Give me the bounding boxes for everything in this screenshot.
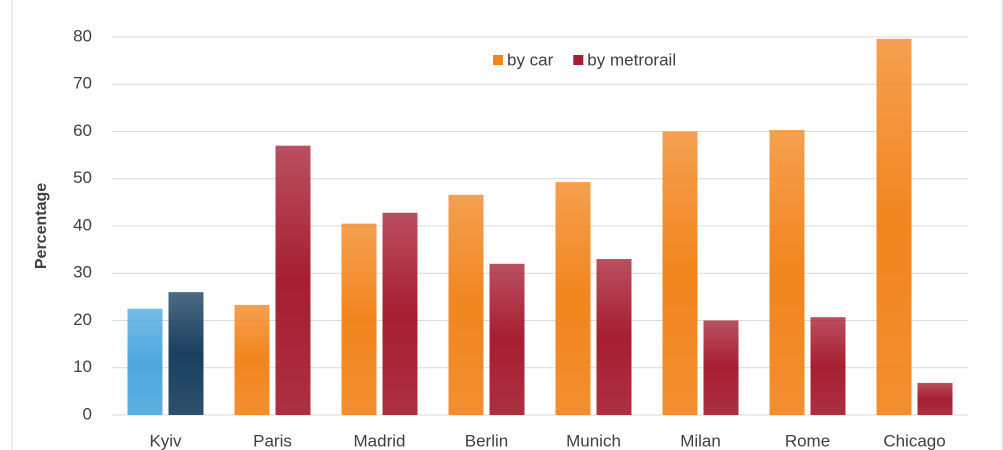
bar bbox=[489, 263, 525, 415]
legend-swatch bbox=[493, 55, 503, 65]
x-tick-label: Milan bbox=[680, 431, 721, 450]
y-tick-label: 10 bbox=[73, 357, 92, 376]
y-tick-label: 20 bbox=[73, 310, 92, 329]
x-tick-label: Paris bbox=[253, 431, 292, 450]
x-tick-label: Madrid bbox=[354, 431, 406, 450]
bar bbox=[662, 131, 698, 415]
y-tick-label: 80 bbox=[73, 26, 92, 45]
x-tick-label: Chicago bbox=[883, 431, 945, 450]
x-tick-label: Berlin bbox=[465, 431, 508, 450]
bar bbox=[810, 317, 846, 415]
y-tick-label: 40 bbox=[73, 215, 92, 234]
bar bbox=[341, 223, 377, 415]
legend-label: by car bbox=[507, 50, 554, 69]
bar bbox=[555, 182, 591, 415]
legend-swatch bbox=[573, 55, 584, 65]
y-tick-label: 70 bbox=[73, 74, 92, 93]
chart-frame bbox=[11, 0, 1003, 450]
y-tick-label: 50 bbox=[73, 168, 92, 187]
bar bbox=[596, 259, 632, 415]
bar bbox=[769, 130, 805, 415]
bar bbox=[448, 194, 484, 415]
bar bbox=[234, 304, 270, 415]
x-tick-label: Rome bbox=[785, 431, 830, 450]
bar bbox=[876, 38, 912, 415]
bar bbox=[917, 382, 953, 415]
y-axis-label: Percentage bbox=[33, 183, 50, 269]
bar bbox=[275, 145, 311, 416]
y-tick-label: 0 bbox=[83, 404, 92, 423]
bar bbox=[127, 308, 163, 415]
bar bbox=[168, 292, 204, 415]
x-tick-label: Kyiv bbox=[149, 431, 182, 450]
x-tick-label: Munich bbox=[566, 431, 621, 450]
y-tick-label: 30 bbox=[73, 263, 92, 282]
y-tick-label: 60 bbox=[73, 121, 92, 140]
bar bbox=[703, 320, 739, 415]
bar bbox=[382, 212, 418, 415]
legend-label: by metrorail bbox=[587, 50, 676, 69]
